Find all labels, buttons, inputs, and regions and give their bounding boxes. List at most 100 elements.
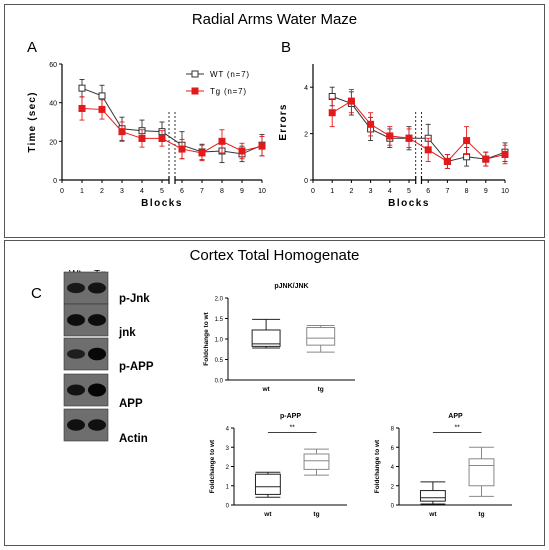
a-data-point	[238, 147, 246, 155]
a-x-tick-label: 9	[240, 188, 244, 195]
app-x-tick-label: wt	[428, 511, 437, 518]
pjnk-y-tick-label: 0.0	[215, 379, 224, 385]
a-x-tick-label: 5	[160, 188, 164, 195]
behavior-panel: Radial Arms Water Maze A B	[4, 4, 545, 238]
a-data-point	[258, 142, 266, 150]
b-x-axis-title: Blocks	[388, 198, 430, 209]
b-data-point	[328, 109, 336, 117]
papp-significance-label: **	[289, 425, 295, 432]
b-data-point	[386, 132, 394, 140]
app-significance-label: **	[454, 425, 460, 432]
b-y-tick-label: 4	[304, 85, 308, 92]
b-series-line-0	[332, 96, 506, 162]
blot-strip-app	[63, 373, 109, 407]
a-x-tick-label: 3	[120, 188, 124, 195]
b-x-tick-label: 9	[484, 188, 488, 195]
pjnk-y-tick-label: 1.0	[215, 338, 224, 344]
app-y-tick-label: 8	[391, 427, 395, 433]
b-x-tick-label: 7	[445, 188, 449, 195]
a-data-point	[78, 104, 86, 112]
blot-strip-p-app	[63, 337, 109, 371]
app-y-tick-label: 6	[391, 446, 395, 452]
b-x-tick-label: 1	[330, 188, 334, 195]
blot-label-jnk: jnk	[119, 327, 136, 339]
papp-y-tick-label: 4	[226, 427, 230, 433]
b-data-point	[367, 120, 375, 128]
a-y-tick-label: 60	[49, 62, 57, 69]
pjnk-x-tick-label: tg	[318, 386, 324, 393]
a-legend-marker	[191, 70, 199, 78]
papp-x-tick-label: wt	[263, 511, 272, 518]
b-x-tick-label: 0	[311, 188, 315, 195]
pjnk-x-tick-label: wt	[261, 386, 270, 393]
a-x-tick-label: 10	[258, 188, 266, 195]
a-series-line-0	[81, 87, 263, 155]
app-y-tick-label: 4	[391, 465, 395, 471]
a-y-tick-label: 40	[49, 101, 57, 108]
pjnk-y-tick-label: 1.5	[215, 317, 224, 323]
b-data-point	[347, 97, 355, 105]
pjnk-title: pJNK/JNK	[274, 283, 308, 290]
a-data-point	[178, 145, 186, 153]
papp-y-tick-label: 0	[226, 504, 230, 510]
app-box	[419, 490, 446, 502]
papp-y-tick-label: 2	[226, 465, 230, 471]
pjnk-y-tick-label: 0.5	[215, 358, 224, 364]
papp-title: p-APP	[280, 413, 301, 420]
b-data-point	[405, 134, 413, 142]
b-data-point	[424, 146, 432, 154]
a-data-point	[138, 134, 146, 142]
b-x-tick-label: 6	[426, 188, 430, 195]
blot-band	[67, 314, 85, 326]
b-data-point	[443, 157, 451, 165]
b-data-point	[482, 155, 490, 163]
blot-band	[67, 419, 85, 431]
blot-label-actin: Actin	[119, 433, 148, 445]
app-y-tick-label: 0	[391, 504, 395, 510]
a-y-tick-label: 20	[49, 139, 57, 146]
b-data-point	[463, 137, 471, 145]
panel-letter-b: B	[281, 39, 292, 56]
a-data-point	[198, 149, 206, 157]
app-box	[468, 458, 495, 487]
blot-label-p-jnk: p-Jnk	[119, 293, 150, 305]
b-x-tick-label: 2	[349, 188, 353, 195]
a-x-tick-label: 1	[80, 188, 84, 195]
a-x-tick-label: 4	[140, 188, 144, 195]
blot-strip-p-jnk	[63, 271, 109, 305]
b-x-tick-label: 10	[501, 188, 509, 195]
b-x-tick-label: 3	[369, 188, 373, 195]
app-title: APP	[448, 413, 463, 420]
blot-band	[88, 347, 106, 361]
a-legend-marker	[191, 87, 199, 95]
pjnk-y-tick-label: 2.0	[215, 297, 224, 303]
app-x-tick-label: tg	[478, 511, 484, 518]
a-data-point	[98, 105, 106, 113]
app-y-axis-title: Foldchange to wt	[374, 439, 381, 493]
a-data-point	[78, 84, 86, 92]
b-y-tick-label: 2	[304, 132, 308, 139]
blot-band	[67, 349, 85, 359]
b-x-tick-label: 4	[388, 188, 392, 195]
panel-title-water-maze: Radial Arms Water Maze	[191, 11, 358, 28]
a-data-point	[118, 128, 126, 136]
panel-letter-c: C	[31, 285, 42, 302]
blot-strip-actin	[63, 408, 109, 442]
b-y-tick-label: 0	[304, 178, 308, 185]
a-x-tick-label: 0	[60, 188, 64, 195]
blot-band	[88, 314, 106, 326]
blot-band	[88, 282, 106, 294]
b-y-axis-title: Errors	[278, 103, 289, 140]
a-x-tick-label: 6	[180, 188, 184, 195]
panel-letter-a: A	[27, 39, 38, 56]
papp-y-tick-label: 1	[226, 484, 230, 490]
legend-label: Tg (n=7)	[210, 87, 247, 96]
pjnk-box	[251, 329, 281, 347]
blot-label-app: APP	[119, 398, 143, 410]
a-data-point	[158, 134, 166, 142]
pjnk-y-axis-title: Foldchange to wt	[203, 311, 210, 365]
blot-band	[88, 419, 106, 431]
papp-box	[303, 453, 330, 470]
a-x-tick-label: 8	[220, 188, 224, 195]
